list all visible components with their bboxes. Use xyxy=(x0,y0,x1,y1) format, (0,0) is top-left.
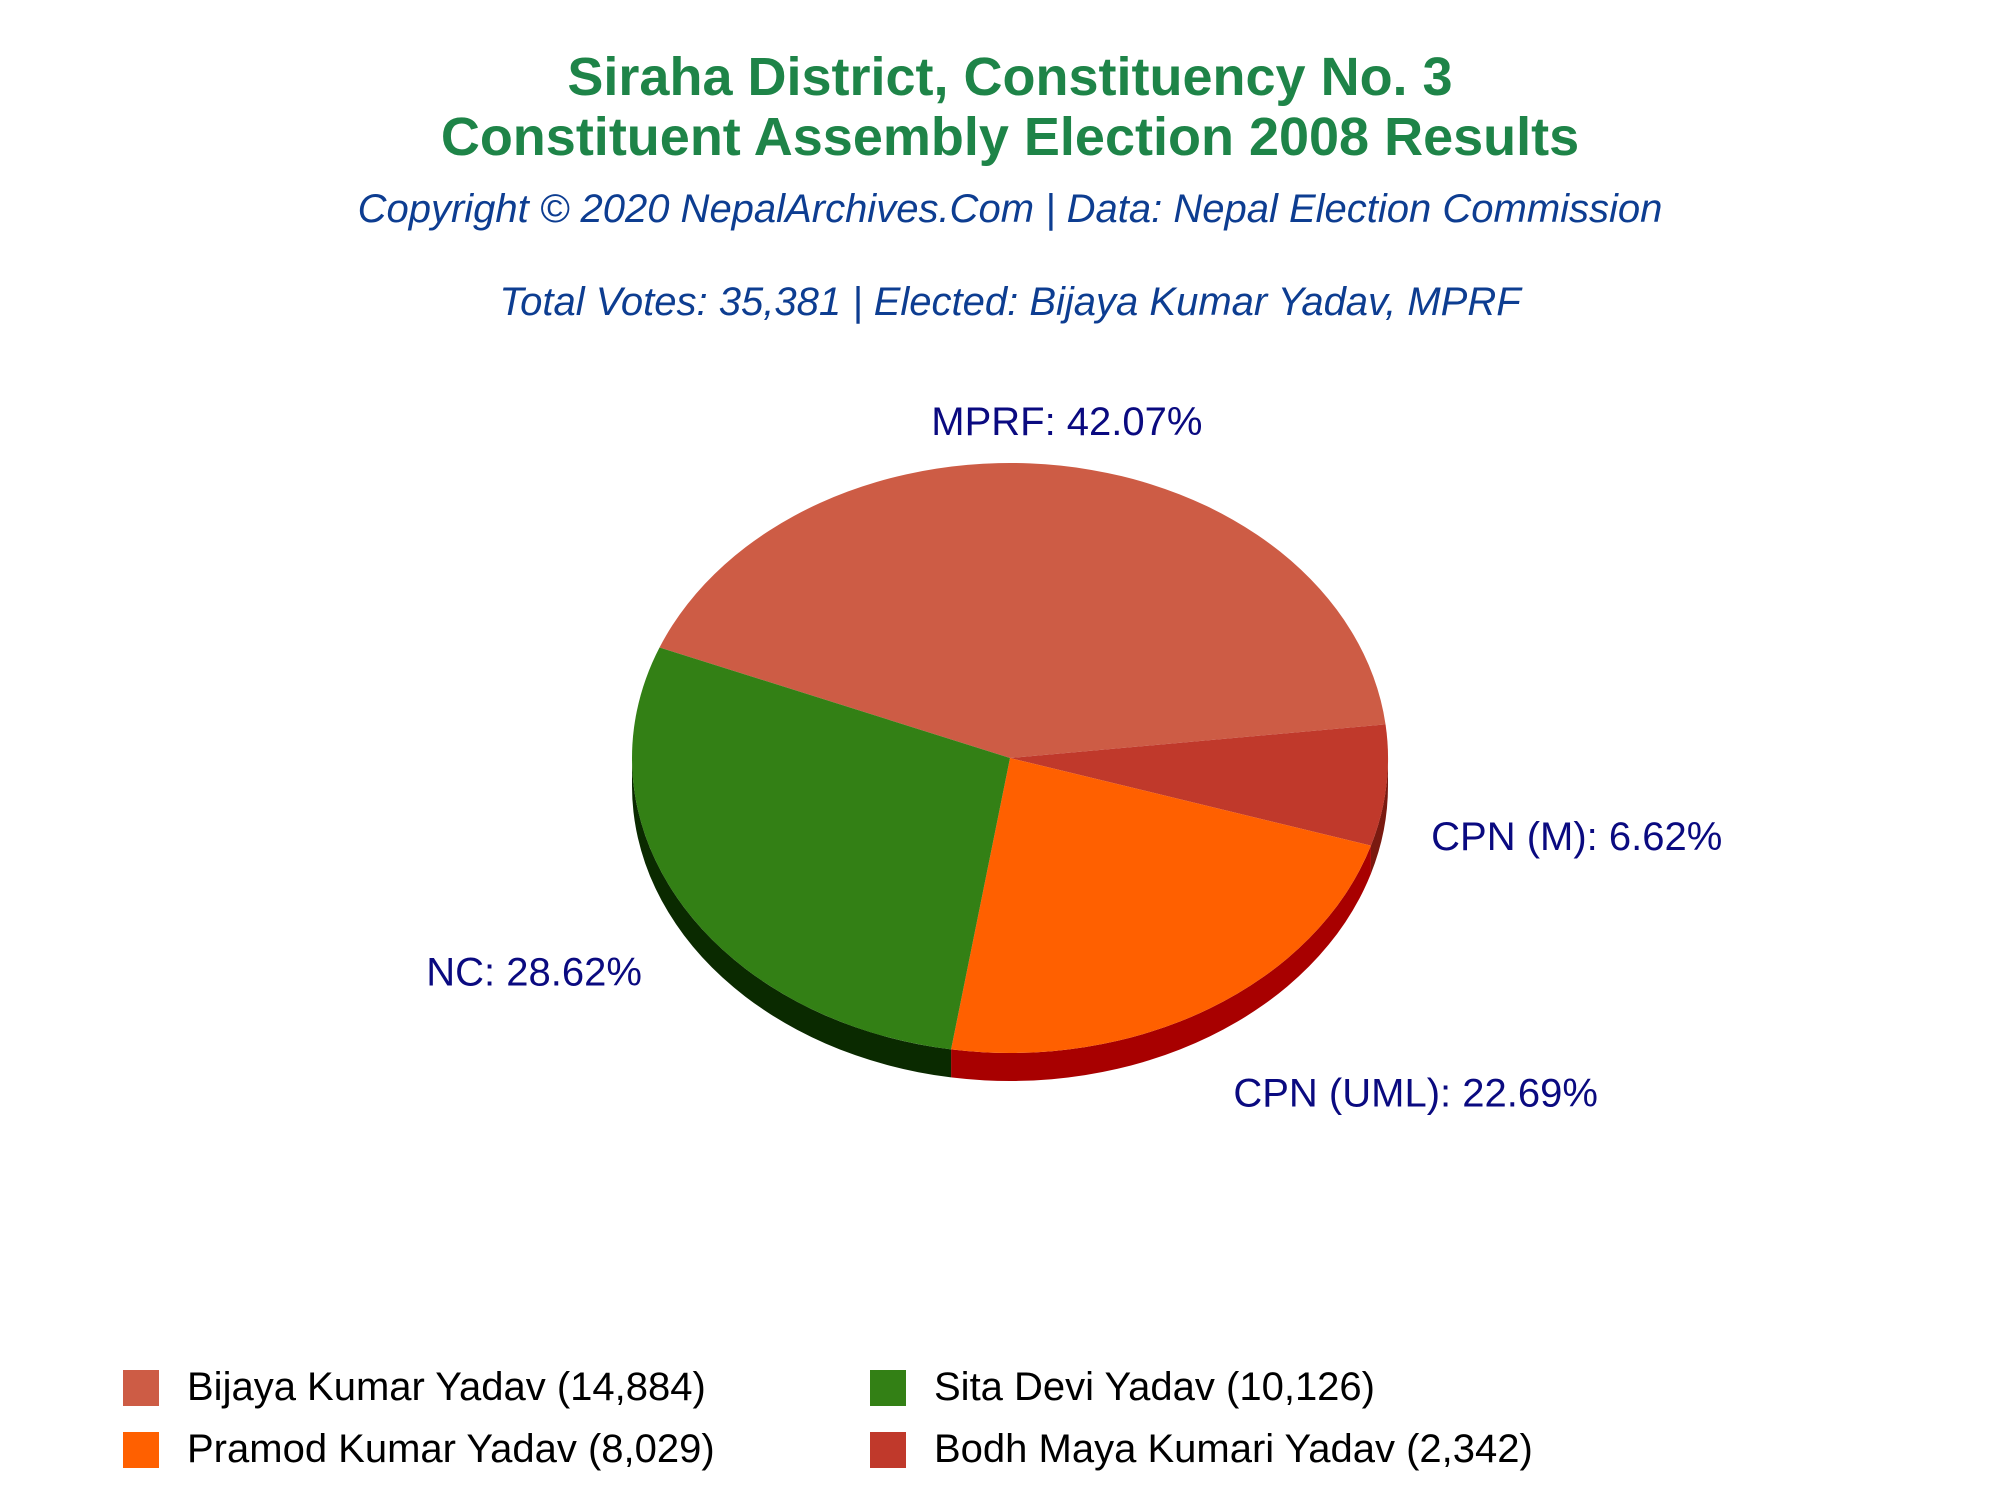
legend-label-0: Bijaya Kumar Yadav (14,884) xyxy=(187,1365,706,1409)
pie-depth xyxy=(632,758,1388,1081)
legend: Bijaya Kumar Yadav (14,884) Sita Devi Yad… xyxy=(123,1365,1533,1471)
chart-title-line-1: Siraha District, Constituency No. 3 xyxy=(567,47,1452,107)
legend-label-1: Bodh Maya Kumari Yadav (2,342) xyxy=(934,1427,1533,1471)
legend-swatch-0 xyxy=(123,1370,159,1406)
chart-copyright: Copyright © 2020 NepalArchives.Com | Dat… xyxy=(358,187,1663,231)
legend-label-3: Sita Devi Yadav (10,126) xyxy=(934,1365,1375,1409)
pie-slice-1 xyxy=(1010,724,1388,846)
legend-swatch-1 xyxy=(870,1432,906,1468)
pie-slice-3 xyxy=(631,647,1010,1050)
slice-label-2: CPN (UML): 22.69% xyxy=(1233,1072,1598,1116)
chart-summary: Total Votes: 35,381 | Elected: Bijaya Ku… xyxy=(499,280,1523,324)
pie-side-1 xyxy=(1370,758,1388,874)
pie-slices xyxy=(631,463,1388,1053)
pie-side-2 xyxy=(951,845,1371,1081)
pie-slice-2 xyxy=(951,758,1371,1053)
slice-labels: MPRF: 42.07% CPN (M): 6.62% CPN (UML): 22.… xyxy=(426,400,1722,1116)
pie-side-3 xyxy=(632,758,952,1078)
slice-label-0: MPRF: 42.07% xyxy=(931,400,1202,444)
legend-swatch-2 xyxy=(123,1432,159,1468)
chart-title-line-2: Constituent Assembly Election 2008 Resul… xyxy=(441,107,1579,167)
slice-label-3: NC: 28.62% xyxy=(426,951,642,995)
pie-slice-0 xyxy=(659,463,1386,758)
slice-label-1: CPN (M): 6.62% xyxy=(1431,815,1722,859)
legend-label-2: Pramod Kumar Yadav (8,029) xyxy=(187,1427,715,1471)
legend-swatch-3 xyxy=(870,1370,906,1406)
